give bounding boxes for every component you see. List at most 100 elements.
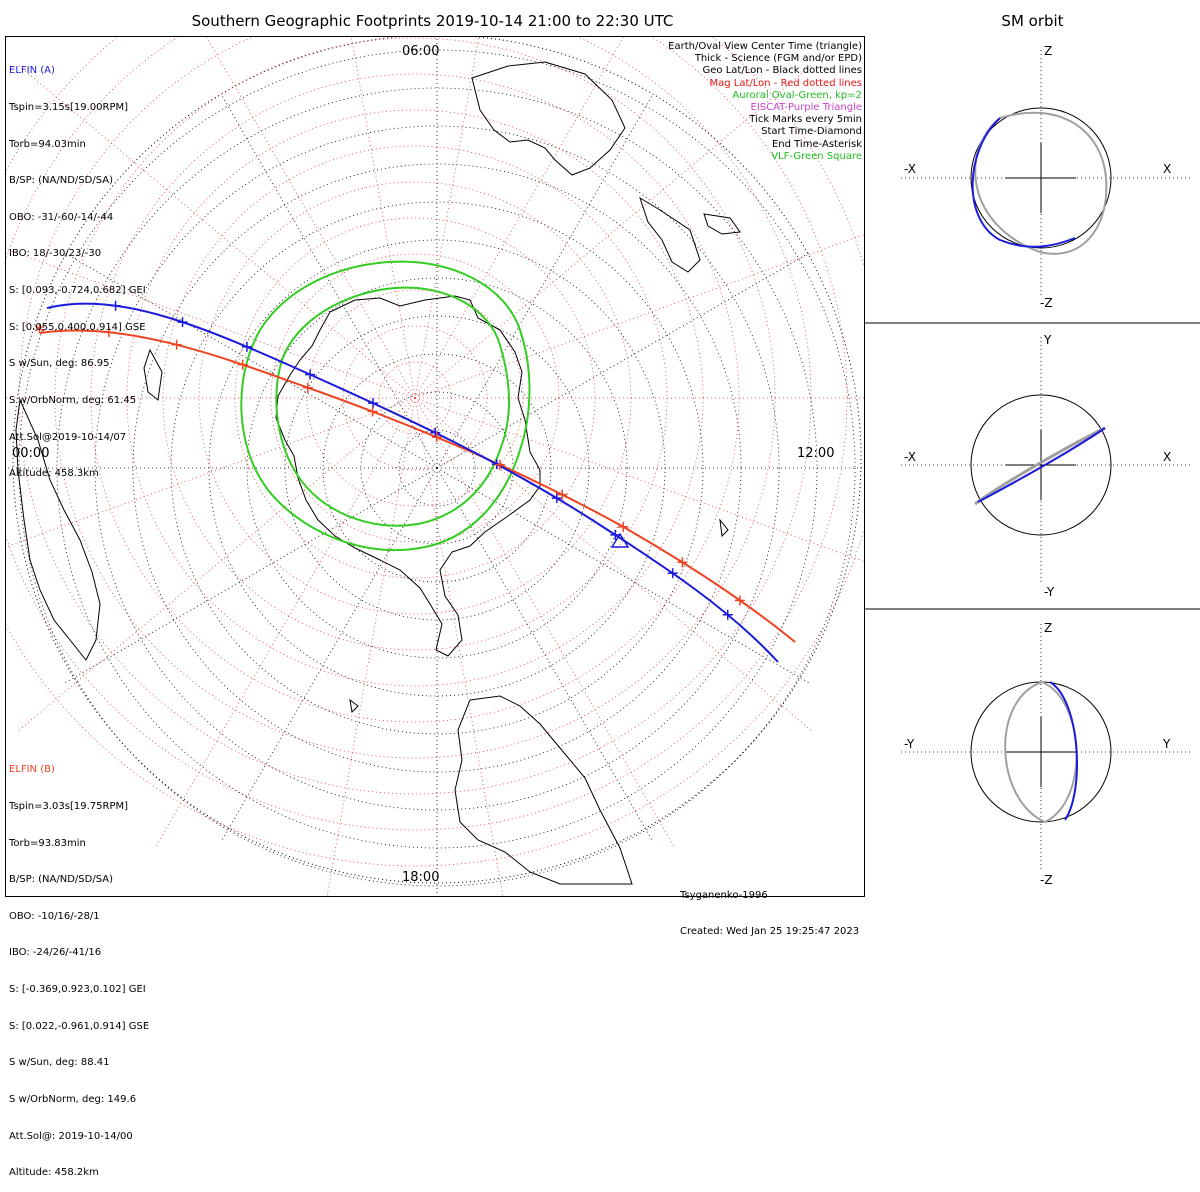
geo-lat-circle [18,49,856,887]
elfin-a-orbit [971,117,1076,248]
mag-lon-line [350,37,416,399]
elfin-a-orbit [977,427,1106,503]
elfin-a-orbit [1049,681,1078,821]
elfin-b-start-asterisk: * [34,321,45,346]
elfin-a-line: Altitude: 458.3km [9,468,99,480]
elfin-b-line: S: [-0.369,0.923,0.102] GEI [9,984,146,996]
island-coast-2 [349,698,359,714]
legend-item: Thick - Science (FGM and/or EPD) [694,53,862,65]
geo-lat-circle [398,429,476,507]
map-legend: Earth/Oval View Center Time (triangle) T… [668,41,862,163]
geo-lat-circle [94,125,780,811]
elfin-b-track [39,329,796,643]
geo-lon-line [436,95,653,469]
mag-lon-line [154,397,416,849]
hour-label-bottom: 18:00 [402,870,440,885]
sm-orbit-panels [901,50,1191,872]
model-credit: Tsyganenko-1996 [680,890,768,901]
elfin-b-line: S w/OrbNorm, deg: 149.6 [9,1093,137,1105]
legend-item: Start Time-Diamond [761,126,862,138]
geo-lat-circle [322,353,552,583]
elfin-a-line: B/SP: (NA/ND/SD/SA) [9,175,113,187]
hour-label-top: 06:00 [402,44,440,59]
panel1-left-label: -X [904,162,916,176]
antarctica-coast [275,295,541,657]
elfin-b-line: Att.Sol@: 2019-10-14/00 [9,1130,133,1142]
satellite-tracks: * [34,300,796,663]
mag-lon-line [6,248,416,399]
mag-lon-line [6,397,416,548]
geo-lon-line [436,467,810,684]
mag-lon-line [16,63,416,399]
panel2-left-label: -X [904,450,916,464]
mag-lon-line [326,397,416,896]
madagascar-coast [143,348,163,401]
panel3-left-label: -Y [904,737,915,751]
africa-coast [15,398,101,661]
map-frame [5,36,865,897]
elfin-a-label: ELFIN (A) [9,65,55,77]
footprint-map: * [5,36,1200,897]
legend-item: Mag Lat/Lon - Red dotted lines [709,77,862,89]
sm-orbit-title: SM orbit [1001,12,1064,30]
elfin-b-line: S: [0.022,-0.961,0.914] GSE [9,1020,150,1032]
mag-lon-line [414,397,814,733]
panel3-top-label: Z [1044,621,1053,635]
map-horizon [12,37,862,884]
island-coast-1 [719,518,729,538]
legend-item: Earth/Oval View Center Time (triangle) [668,41,862,52]
panel2-bottom-label: -Y [1044,585,1055,599]
elfin-b-line: IBO: -24/26/-41/16 [9,947,102,959]
auroral-ovals [240,260,531,552]
mag-lon-line [206,37,416,399]
elfin-a-line: S: [0.055,0.400,0.914] GSE [9,321,146,333]
auroral-oval-inner [275,286,510,527]
lat-lon-grid [6,37,864,896]
legend-item: Auroral Oval-Green, kp=2 [732,89,862,101]
mag-lon-line [16,397,416,733]
elfin-b-label: ELFIN (B) [9,764,55,776]
new-zealand-south-coast [703,213,741,235]
credit-block: Tsyganenko-1996 Created: Wed Jan 25 19:2… [680,866,859,950]
geo-lon-line [221,95,438,469]
elfin-a-line: Att.Sol@2019-10-14/07 [9,431,127,443]
elfin-a-line: S w/Sun, deg: 86.95 [9,358,110,370]
elfin-a-line: Torb=94.03min [9,138,86,150]
elfin-b-line: S w/Sun, deg: 88.41 [9,1057,110,1069]
mag-lon-line [414,397,864,562]
legend-item: Tick Marks every 5min [749,114,862,126]
earth-circle [970,107,1112,249]
panel2-right-label: X [1163,450,1172,464]
legend-item: EISCAT-Purple Triangle [750,102,863,114]
created-timestamp: Created: Wed Jan 25 19:25:47 2023 [680,926,860,937]
legend-item: Geo Lat/Lon - Black dotted lines [702,65,862,77]
legend-item: End Time-Asterisk [771,138,862,150]
hour-label-left: 00:00 [12,446,50,461]
panel3-right-label: Y [1163,737,1171,751]
view-center-triangle [610,532,630,548]
elfin-a-line: S w/OrbNorm, deg: 61.45 [9,394,137,406]
australia-coast [471,61,626,176]
elfin-a-line: Tspin=3.15s[19.00RPM] [9,102,129,114]
elfin-a-track [46,302,779,663]
auroral-oval-outer [240,260,531,552]
mag-lon-line [414,63,814,399]
elfin-a-line: OBO: -31/-60/-14/-44 [9,211,114,223]
mag-lon-line [414,234,864,399]
new-zealand-coast [639,196,701,273]
earth-circle [970,394,1112,536]
map-title: Southern Geographic Footprints 2019-10-1… [191,12,674,30]
hour-label-right: 12:00 [797,446,835,461]
panel3-bottom-label: -Z [1040,873,1053,887]
elfin-a-line: S: [0.093,-0.724,0.682] GEI [9,285,146,297]
panel1-top-label: Z [1044,44,1053,58]
elfin-b-line: B/SP: (NA/ND/SD/SA) [9,874,113,886]
elfin-b-line: Altitude: 458.2km [9,1167,99,1179]
elfin-a-info: ELFIN (A) Tspin=3.15s[19.00RPM] Torb=94.… [9,41,146,493]
elfin-b-orbit [974,426,1106,506]
panel1-bottom-label: -Z [1040,296,1053,310]
south-america-coast [454,695,633,885]
mag-lon-line [414,397,676,849]
elfin-b-line: Tspin=3.03s[19.75RPM] [9,801,129,813]
panel2-top-label: Y [1044,333,1052,347]
